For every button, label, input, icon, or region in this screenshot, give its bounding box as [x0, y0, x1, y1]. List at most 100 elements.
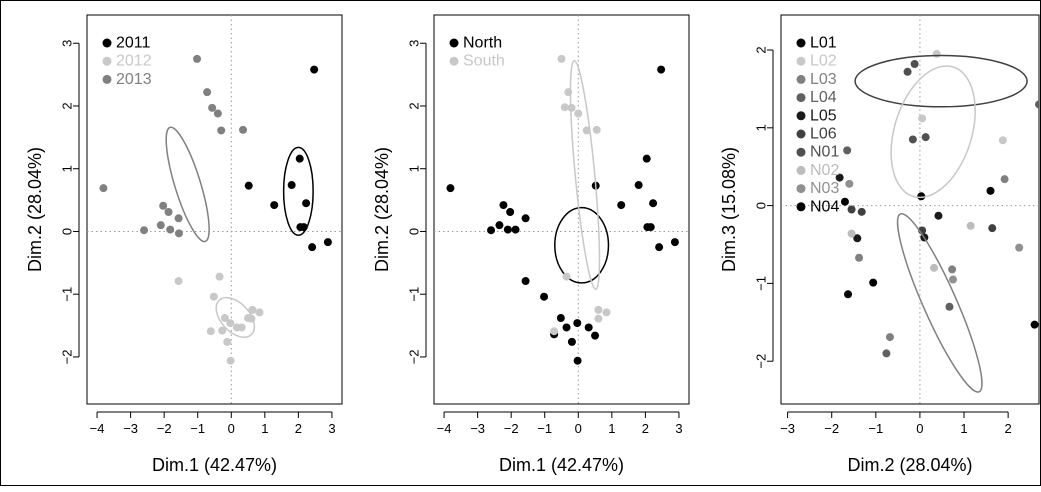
legend-label: North: [463, 35, 502, 52]
data-point: [567, 337, 576, 346]
data-point: [208, 103, 217, 112]
data-point: [986, 186, 995, 195]
plot-area: [99, 54, 332, 365]
legend-marker: [449, 56, 459, 66]
y-tick-label: 1: [60, 165, 75, 172]
data-point: [562, 323, 571, 332]
data-point: [223, 337, 232, 346]
confidence-ellipse: [215, 296, 256, 338]
data-point: [218, 326, 227, 335]
data-point: [844, 290, 853, 299]
data-point: [287, 181, 296, 190]
data-point: [244, 181, 253, 190]
data-point: [567, 103, 576, 112]
panel-1: −4 −3 −2 −1 0 1 2 3 −2 −1 0 1 2 3 Dim.1 (42.47%) Dim.2 …: [25, 14, 343, 475]
data-point: [299, 223, 308, 232]
panel-2: −4 −3 −2 −1 0 1 2 3 −2 −1 0 1 2 3 Dim.1 (42.47%) Dim.2 …: [372, 14, 690, 475]
x-tick-label: −2: [824, 421, 839, 436]
data-point: [213, 109, 222, 118]
x-axis-label: Dim.1 (42.47%): [499, 455, 624, 475]
y-tick-label: 3: [60, 40, 75, 47]
legend-label: N01: [810, 144, 839, 161]
data-point: [573, 319, 582, 328]
legend-label: L04: [810, 89, 837, 106]
data-point: [226, 356, 235, 365]
data-point: [934, 211, 943, 220]
x-tick-label: 2: [295, 421, 302, 436]
data-point: [446, 184, 455, 193]
confidence-ellipse: [165, 126, 210, 243]
data-point: [869, 278, 878, 287]
y-tick-label: 3: [407, 40, 422, 47]
data-point: [908, 135, 917, 144]
legend-marker: [796, 93, 806, 103]
data-point: [670, 238, 679, 247]
legend-marker: [796, 74, 806, 84]
data-point: [166, 225, 175, 234]
data-point: [564, 88, 573, 97]
data-point: [226, 319, 235, 328]
y-tick-label: 0: [754, 202, 769, 209]
plot-frame: [780, 14, 1040, 405]
data-point: [140, 226, 149, 235]
data-point: [853, 234, 862, 243]
x-tick-label: −2: [504, 421, 519, 436]
data-point: [560, 103, 569, 112]
data-point: [655, 243, 664, 252]
legend-label: L01: [810, 35, 837, 52]
legend-label: N03: [810, 180, 839, 197]
legend-label: South: [463, 53, 505, 70]
y-tick-label: 0: [407, 228, 422, 235]
data-point: [164, 208, 173, 217]
data-point: [945, 302, 954, 311]
data-point: [99, 184, 108, 193]
data-point: [503, 225, 512, 234]
data-point: [847, 229, 856, 238]
data-point: [511, 225, 520, 234]
data-point: [174, 277, 183, 286]
data-point: [174, 214, 183, 223]
data-point: [495, 221, 504, 230]
data-point: [562, 272, 571, 281]
data-point: [642, 154, 651, 163]
legend-marker: [796, 56, 806, 66]
y-tick-label: −1: [60, 287, 75, 302]
legend-label: L06: [810, 126, 837, 143]
data-point: [220, 314, 229, 323]
legend-marker: [796, 202, 806, 212]
data-point: [156, 221, 165, 230]
x-tick-label: 0: [228, 421, 235, 436]
x-tick-label: 1: [261, 421, 268, 436]
x-tick-label: 0: [916, 421, 923, 436]
x-axis-label: Dim.1 (42.47%): [152, 455, 277, 475]
data-point: [248, 305, 257, 314]
data-point: [948, 265, 957, 274]
data-point: [217, 126, 226, 135]
data-point: [159, 201, 168, 210]
x-tick-label: 2: [642, 421, 649, 436]
data-point: [193, 54, 202, 63]
confidence-ellipse: [896, 212, 983, 393]
legend-marker: [102, 74, 112, 84]
legend-marker: [102, 38, 112, 48]
data-point: [550, 327, 559, 336]
data-point: [594, 305, 603, 314]
data-point: [930, 263, 939, 272]
data-point: [918, 114, 927, 123]
data-point: [843, 146, 852, 155]
legend-marker: [102, 56, 112, 66]
data-point: [247, 314, 256, 323]
data-point: [540, 292, 549, 301]
data-point: [203, 88, 212, 97]
data-point: [521, 214, 530, 223]
data-point: [845, 179, 854, 188]
data-point: [657, 65, 666, 74]
data-point: [966, 221, 975, 230]
data-point: [323, 238, 332, 247]
data-point: [239, 125, 248, 134]
data-point: [270, 201, 279, 210]
confidence-ellipse: [854, 54, 1028, 108]
data-point: [885, 333, 894, 342]
data-point: [521, 277, 530, 286]
